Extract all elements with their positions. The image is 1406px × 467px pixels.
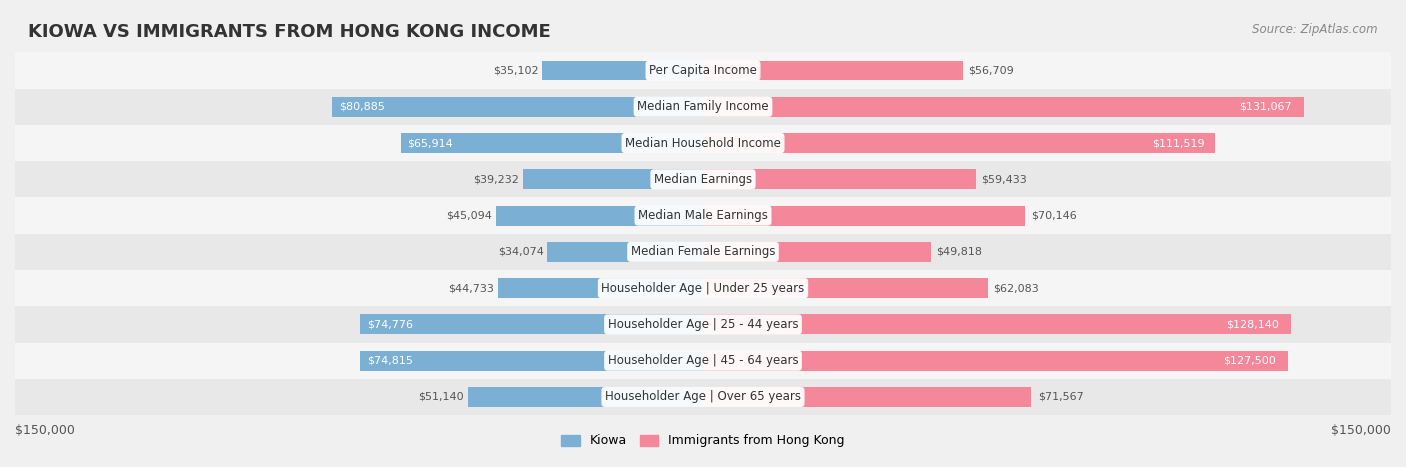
Bar (401, 133, 703, 153)
Bar (15, 343, 1391, 379)
Bar (703, 387, 1031, 407)
Bar (703, 314, 1291, 334)
Text: $74,815: $74,815 (367, 356, 412, 366)
Text: $111,519: $111,519 (1152, 138, 1205, 148)
Text: $71,567: $71,567 (1038, 392, 1084, 402)
Text: $74,776: $74,776 (367, 319, 413, 329)
Bar (703, 351, 1288, 371)
Text: $51,140: $51,140 (418, 392, 464, 402)
Bar (15, 306, 1391, 343)
Bar (496, 205, 703, 226)
Text: Householder Age | Under 25 years: Householder Age | Under 25 years (602, 282, 804, 295)
Bar (15, 379, 1391, 415)
Bar (523, 170, 703, 189)
Text: $35,102: $35,102 (494, 65, 538, 76)
Legend: Kiowa, Immigrants from Hong Kong: Kiowa, Immigrants from Hong Kong (557, 429, 849, 453)
Text: Median Earnings: Median Earnings (654, 173, 752, 186)
Text: $80,885: $80,885 (339, 102, 385, 112)
Text: $34,074: $34,074 (498, 247, 544, 257)
Text: $150,000: $150,000 (15, 424, 75, 437)
Bar (15, 125, 1391, 161)
Bar (360, 314, 703, 334)
Text: Householder Age | Over 65 years: Householder Age | Over 65 years (605, 390, 801, 403)
Text: $45,094: $45,094 (446, 211, 492, 220)
Bar (15, 89, 1391, 125)
Bar (703, 61, 963, 80)
Bar (703, 278, 988, 298)
Text: $65,914: $65,914 (406, 138, 453, 148)
Bar (547, 242, 703, 262)
Text: $59,433: $59,433 (981, 174, 1026, 184)
Text: $39,232: $39,232 (474, 174, 519, 184)
Text: Median Family Income: Median Family Income (637, 100, 769, 113)
Bar (15, 270, 1391, 306)
Text: $62,083: $62,083 (994, 283, 1039, 293)
Text: KIOWA VS IMMIGRANTS FROM HONG KONG INCOME: KIOWA VS IMMIGRANTS FROM HONG KONG INCOM… (28, 23, 551, 42)
Bar (703, 205, 1025, 226)
Bar (15, 198, 1391, 234)
Text: Median Female Earnings: Median Female Earnings (631, 245, 775, 258)
Text: $150,000: $150,000 (1331, 424, 1391, 437)
Bar (15, 52, 1391, 89)
Text: Source: ZipAtlas.com: Source: ZipAtlas.com (1253, 23, 1378, 36)
Bar (360, 351, 703, 371)
Bar (703, 97, 1305, 117)
Bar (703, 133, 1215, 153)
Bar (15, 161, 1391, 198)
Text: Householder Age | 45 - 64 years: Householder Age | 45 - 64 years (607, 354, 799, 367)
Bar (498, 278, 703, 298)
Text: $70,146: $70,146 (1031, 211, 1077, 220)
Text: $49,818: $49,818 (936, 247, 981, 257)
Text: Median Household Income: Median Household Income (626, 136, 780, 149)
Bar (468, 387, 703, 407)
Text: $56,709: $56,709 (969, 65, 1014, 76)
Bar (15, 234, 1391, 270)
Text: $44,733: $44,733 (449, 283, 494, 293)
Text: Per Capita Income: Per Capita Income (650, 64, 756, 77)
Bar (541, 61, 703, 80)
Text: $128,140: $128,140 (1226, 319, 1279, 329)
Bar (703, 170, 976, 189)
Text: Householder Age | 25 - 44 years: Householder Age | 25 - 44 years (607, 318, 799, 331)
Text: $127,500: $127,500 (1223, 356, 1277, 366)
Bar (703, 242, 932, 262)
Text: Median Male Earnings: Median Male Earnings (638, 209, 768, 222)
Bar (332, 97, 703, 117)
Text: $131,067: $131,067 (1240, 102, 1292, 112)
